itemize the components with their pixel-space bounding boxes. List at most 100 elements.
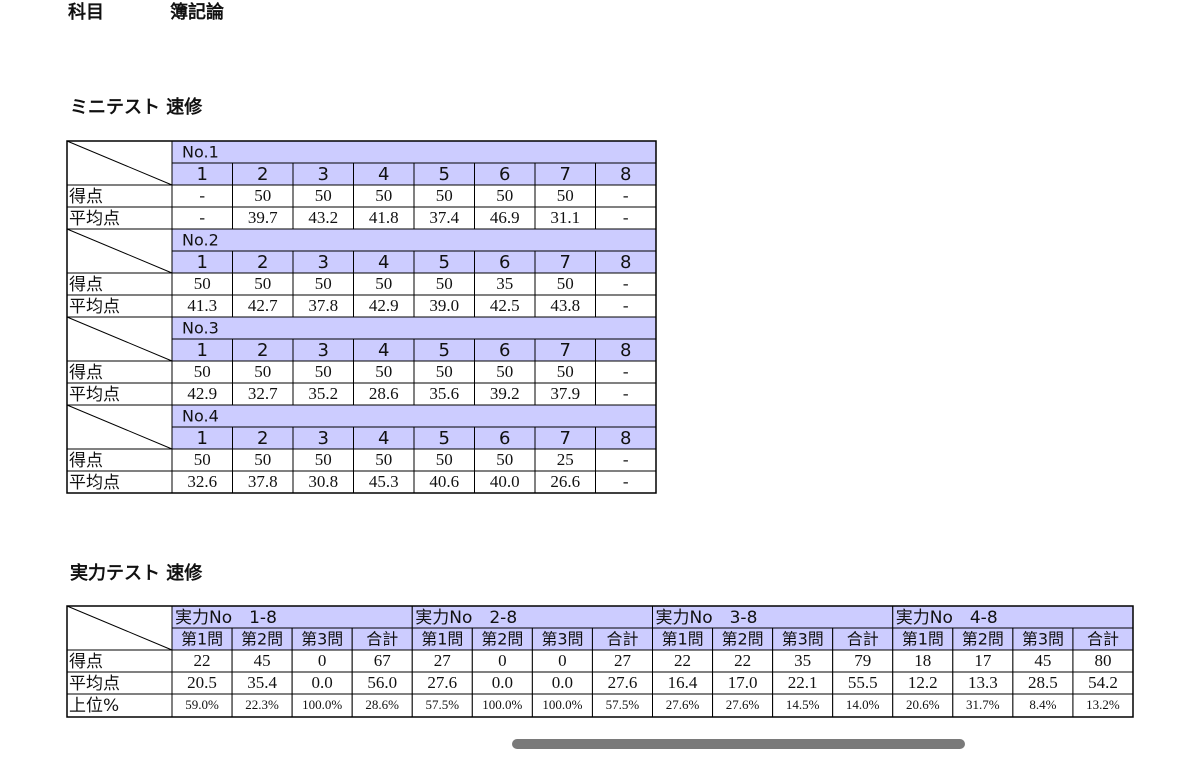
cell-text: 50: [436, 186, 453, 205]
cell-text: 得点: [69, 275, 103, 295]
cell-text: 27.6: [608, 673, 638, 692]
cell-text: 第2問: [962, 630, 1004, 649]
cell-text: 59.0%: [185, 697, 219, 712]
cell-text: 22: [674, 651, 691, 670]
cell-text: 14.5%: [786, 697, 820, 712]
cell-text: 第1問: [421, 630, 463, 649]
cell-text: 1: [197, 428, 208, 449]
cell-text: 4: [378, 428, 389, 449]
cell-text: 100.0%: [302, 697, 342, 712]
cell-text: 3: [318, 340, 329, 361]
table-border: [66, 140, 657, 494]
cell-text: 43.8: [550, 296, 580, 315]
cell-text: 50: [557, 362, 574, 381]
cell-text: 50: [254, 450, 271, 469]
cell-text: 56.0: [367, 673, 397, 692]
cell-text: 第3問: [301, 630, 343, 649]
cell-text: 1: [197, 164, 208, 185]
cell-text: 22: [734, 651, 751, 670]
cell-text: 39.2: [490, 384, 520, 403]
section-title: ミニテスト 速修: [70, 96, 203, 118]
cell-text: 第2問: [722, 630, 764, 649]
cell-text: 50: [436, 362, 453, 381]
cell-text: 7: [560, 340, 571, 361]
cell-text: 31.1: [550, 208, 580, 227]
cell-text: 50: [496, 362, 513, 381]
cell-text: 0: [498, 651, 507, 670]
cell-text: 12.2: [908, 673, 938, 692]
cell-text: 79: [854, 651, 871, 670]
cell-text: 平均点: [69, 674, 120, 694]
cell-text: 50: [375, 450, 392, 469]
cell-text: 50: [194, 274, 211, 293]
cell-text: 7: [560, 428, 571, 449]
cell-text: 28.5: [1028, 673, 1058, 692]
diagonal: [66, 316, 173, 362]
cell-text: 5: [439, 252, 450, 273]
cell-text: 8: [620, 164, 631, 185]
cell-text: 50: [557, 186, 574, 205]
cell-text: 50: [375, 362, 392, 381]
cell-text: 合計: [1087, 630, 1119, 649]
cell-text: 42.5: [490, 296, 520, 315]
cell-text: 合計: [847, 630, 879, 649]
cell-text: 27.6: [427, 673, 457, 692]
table-cell: [171, 404, 657, 428]
cell-text: 8: [620, 340, 631, 361]
cell-text: 実力No 4-8: [896, 608, 998, 628]
cell-text: 第3問: [541, 630, 583, 649]
cell-text: -: [623, 208, 629, 227]
cell-text: 67: [374, 651, 392, 670]
cell-text: 3: [318, 428, 329, 449]
cell-text: 第1問: [902, 630, 944, 649]
cell-text: 3: [318, 164, 329, 185]
cell-text: 39.0: [429, 296, 459, 315]
cell-text: -: [623, 274, 629, 293]
cell-text: 7: [560, 252, 571, 273]
subject-label: 科目: [68, 1, 104, 23]
cell-text: 40.0: [490, 472, 520, 491]
cell-text: 46.9: [490, 208, 520, 227]
cell-text: 45: [254, 651, 271, 670]
cell-text: 4: [378, 252, 389, 273]
diagonal: [66, 140, 173, 186]
cell-text: 45: [1034, 651, 1051, 670]
cell-text: 22: [194, 651, 211, 670]
cell-text: 25: [557, 450, 574, 469]
cell-text: 42.7: [248, 296, 278, 315]
cell-text: -: [199, 208, 205, 227]
cell-text: 13.2%: [1086, 697, 1120, 712]
cell-text: No.4: [182, 407, 219, 426]
cell-text: -: [623, 186, 629, 205]
cell-text: 第2問: [241, 630, 283, 649]
cell-text: 37.8: [308, 296, 338, 315]
cell-text: 35: [496, 274, 513, 293]
cell-text: 第3問: [1022, 630, 1064, 649]
cell-text: 第3問: [782, 630, 824, 649]
cell-text: 43.2: [308, 208, 338, 227]
cell-text: 50: [436, 274, 453, 293]
cell-text: 6: [499, 428, 510, 449]
cell-text: 30.8: [308, 472, 338, 491]
cell-text: 26.6: [550, 472, 580, 491]
diagonal: [66, 605, 173, 651]
cell-text: No.2: [182, 231, 219, 250]
cell-text: 50: [496, 450, 513, 469]
cell-text: 37.4: [429, 208, 459, 227]
cell-text: 20.5: [187, 673, 217, 692]
cell-text: 5: [439, 340, 450, 361]
cell-text: 得点: [69, 451, 103, 471]
cell-text: 第1問: [181, 630, 223, 649]
cell-text: -: [623, 384, 629, 403]
cell-text: 実力No 1-8: [175, 608, 277, 628]
cell-text: 35.6: [429, 384, 459, 403]
cell-text: 27.6%: [666, 697, 700, 712]
cell-text: 18: [914, 651, 931, 670]
cell-text: 0.0: [312, 673, 333, 692]
cell-text: 32.6: [187, 472, 217, 491]
scrollbar[interactable]: [512, 739, 965, 749]
cell-text: 13.3: [968, 673, 998, 692]
cell-text: 8: [620, 252, 631, 273]
cell-text: 得点: [69, 187, 103, 207]
